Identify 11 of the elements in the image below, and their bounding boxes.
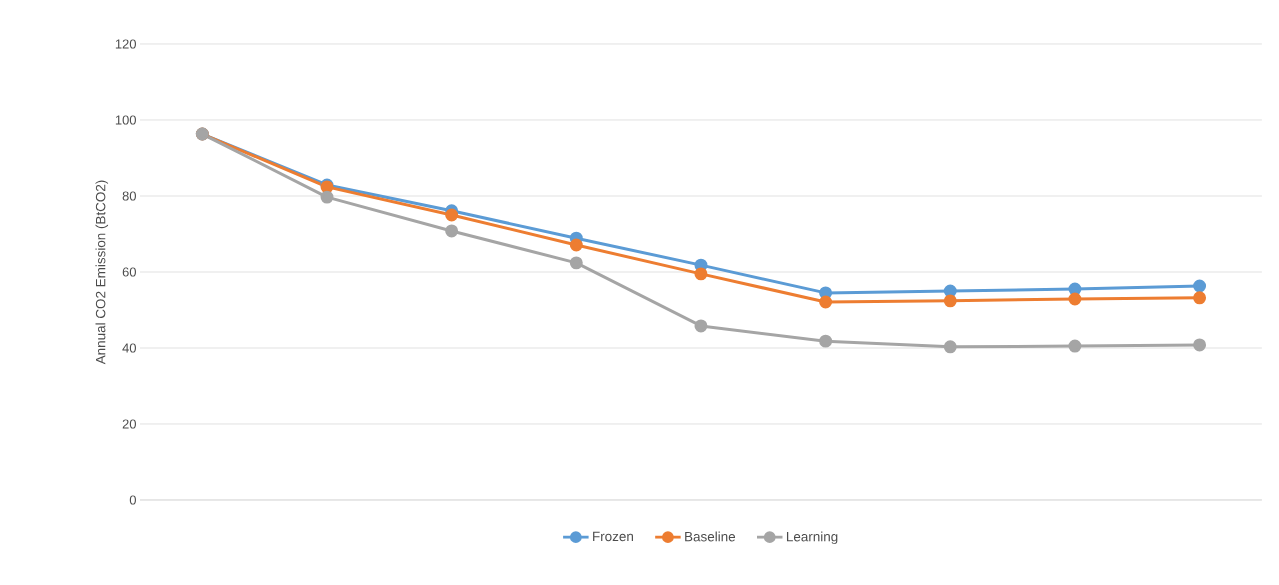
legend-label: Baseline xyxy=(685,531,736,542)
y-tick-label: 80 xyxy=(122,191,136,201)
y-tick-label: 60 xyxy=(122,267,136,277)
y-tick-label: 120 xyxy=(115,39,136,49)
legend-label: Frozen xyxy=(593,531,633,542)
y-tick-label: 40 xyxy=(122,343,136,353)
legend-label: Learning xyxy=(786,531,838,545)
y-axis-title: Annual CO2 Emission (BtCO2) xyxy=(95,180,109,365)
y-tick-label: 20 xyxy=(122,419,136,429)
y-tick-label: 100 xyxy=(115,115,136,125)
y-tick-label: 0 xyxy=(129,495,136,505)
